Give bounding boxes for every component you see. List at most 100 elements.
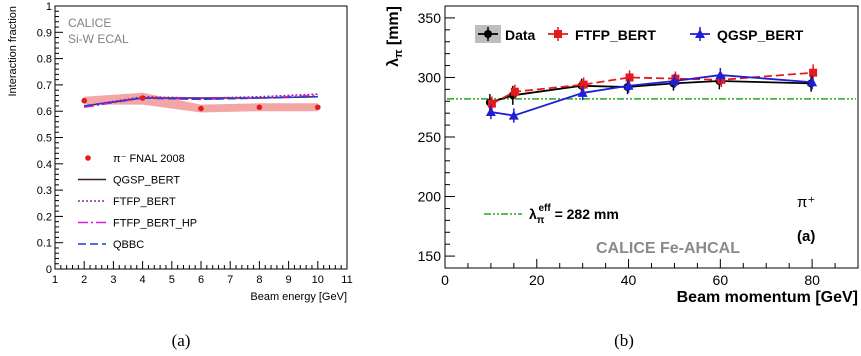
ref-label-superscript: eff [538, 203, 551, 214]
right-x-tick-label: 0 [441, 272, 449, 288]
left-y-tick-label: 0.2 [37, 211, 52, 223]
right-legend-marker [554, 30, 562, 38]
ref-label-value: = 282 mm [551, 206, 619, 222]
left-legend-label-data: π⁻ FNAL 2008 [113, 153, 185, 165]
left-y-tick-label: 0 [46, 264, 52, 276]
left-legend-marker-data [85, 155, 91, 161]
left-x-tick-label: 10 [312, 274, 324, 286]
left-x-tick-label: 7 [227, 274, 233, 286]
left-series-line-ftfp-bert [84, 93, 318, 107]
right-x-tick-label: 40 [621, 272, 637, 288]
right-point-marker [577, 87, 588, 97]
ref-label-symbol: λ [529, 206, 537, 222]
right-annotation-panel: (a) [797, 228, 815, 245]
right-annotation-particle: π⁺ [797, 194, 815, 211]
left-annotation-calice: CALICE [68, 16, 111, 30]
left-legend-label: FTFP_BERT_HP [113, 218, 197, 230]
left-y-tick-label: 0.4 [37, 159, 52, 171]
left-x-tick-label: 4 [140, 274, 146, 286]
interaction-fraction-chart: 1 2 3 4 5 6 7 8 9 10 11 00.10.20.30.40.50.60.70.80… [7, 1, 353, 303]
right-point-marker [807, 77, 818, 87]
right-y-axis-label-text: λ [385, 58, 402, 67]
right-y-tick-label: 200 [418, 189, 442, 205]
left-series-lines [84, 93, 318, 108]
right-y-axis-label: λπ [mm] [385, 6, 405, 67]
left-y-tick-label: 0.1 [37, 238, 52, 250]
svg-text:λπ [mm]: λπ [mm] [385, 6, 405, 67]
right-point-marker [487, 99, 496, 108]
left-y-tick-label: 0.6 [37, 106, 52, 118]
left-legend-label: QGSP_BERT [113, 175, 180, 187]
left-y-tick-label: 0.8 [37, 54, 52, 66]
left-legend-label: QBBC [113, 239, 144, 251]
right-reference-legend-label: λπeff = 282 mm [529, 203, 619, 226]
right-point-marker [579, 80, 588, 89]
right-annotation-calice: CALICE Fe-AHCAL [596, 240, 740, 257]
right-legend-label: FTFP_BERT [575, 27, 656, 43]
right-legend-label: QGSP_BERT [717, 27, 804, 43]
right-y-axis-label-subscript: π [393, 49, 405, 58]
right-point-marker [625, 73, 634, 82]
right-series-qgsp-bert [485, 67, 818, 123]
right-y-tick-label: 300 [418, 69, 442, 85]
right-legend: Data FTFP_BERT QGSP_BERT [475, 25, 804, 43]
caption-right: (b) [614, 331, 634, 350]
left-y-tick-label: 1 [46, 1, 52, 13]
left-x-axis-label: Beam energy [GeV] [250, 291, 347, 303]
right-reference-legend: λπeff = 282 mm [484, 203, 619, 226]
right-point-marker [623, 80, 634, 90]
right-series-ftfp-bert [487, 64, 818, 111]
right-y-tick-label: 350 [418, 10, 442, 26]
right-y-axis-label-unit: [mm] [385, 6, 402, 50]
left-data-point [198, 105, 204, 112]
left-x-tick-label: 2 [81, 274, 87, 286]
left-x-ticks: 1 2 3 4 5 6 7 8 9 10 11 [52, 261, 353, 286]
right-series-line [490, 74, 813, 117]
right-legend-label: Data [505, 27, 536, 43]
left-legend: π⁻ FNAL 2008 QGSP_BERT FTFP_BERT FTFP_BERT_… [78, 153, 197, 251]
right-point-marker [485, 106, 496, 116]
right-series [485, 64, 818, 123]
right-point-marker [717, 75, 726, 84]
right-legend-marker [484, 30, 492, 38]
left-data-point [315, 104, 321, 111]
left-y-tick-label: 0.3 [37, 185, 52, 197]
left-data-point [139, 95, 146, 101]
left-y-ticks: 0 0.1 0.2 0.3 0.4 0.5 0.6 0.7 0.8 0.9 1 [37, 1, 63, 276]
right-y-tick-label: 150 [418, 248, 442, 264]
left-data-point [81, 97, 87, 104]
right-x-tick-label: 80 [804, 272, 820, 288]
left-series-line-qbbc [84, 95, 318, 107]
left-legend-label: FTFP_BERT [113, 196, 176, 208]
left-y-tick-label: 0.7 [37, 80, 52, 92]
caption-left: (a) [172, 331, 191, 350]
left-y-axis-label: Interaction fraction [7, 6, 19, 97]
ref-label-subscript: π [537, 215, 545, 226]
left-annotation-detector: Si-W ECAL [68, 32, 129, 46]
left-x-tick-label: 6 [198, 274, 204, 286]
right-point-marker [669, 76, 680, 86]
interaction-length-chart: 0 20 40 60 80 150 200 250 300 350 Beam momentum … [385, 5, 859, 306]
right-point-marker [508, 110, 519, 120]
right-point-marker [715, 70, 726, 80]
left-y-tick-label: 0.9 [37, 27, 52, 39]
left-x-tick-label: 8 [256, 274, 262, 286]
left-x-tick-label: 5 [169, 274, 175, 286]
right-x-tick-label: 20 [529, 272, 545, 288]
right-legend-marker [695, 29, 705, 38]
right-x-ticks: 0 20 40 60 80 [441, 259, 859, 288]
right-point-marker [809, 68, 818, 77]
left-x-tick-label: 11 [341, 274, 352, 286]
right-point-marker [510, 87, 519, 96]
left-data-point [256, 104, 263, 111]
right-x-tick-label: 60 [713, 272, 729, 288]
left-x-tick-label: 9 [286, 274, 292, 286]
left-x-tick-label: 3 [110, 274, 116, 286]
left-x-tick-label: 1 [52, 274, 58, 286]
right-x-axis-label: Beam momentum [GeV] [677, 289, 858, 306]
left-data-points [81, 95, 321, 112]
left-y-tick-label: 0.5 [37, 133, 52, 145]
right-y-ticks: 150 200 250 300 350 [418, 5, 455, 269]
right-y-tick-label: 250 [418, 129, 442, 145]
